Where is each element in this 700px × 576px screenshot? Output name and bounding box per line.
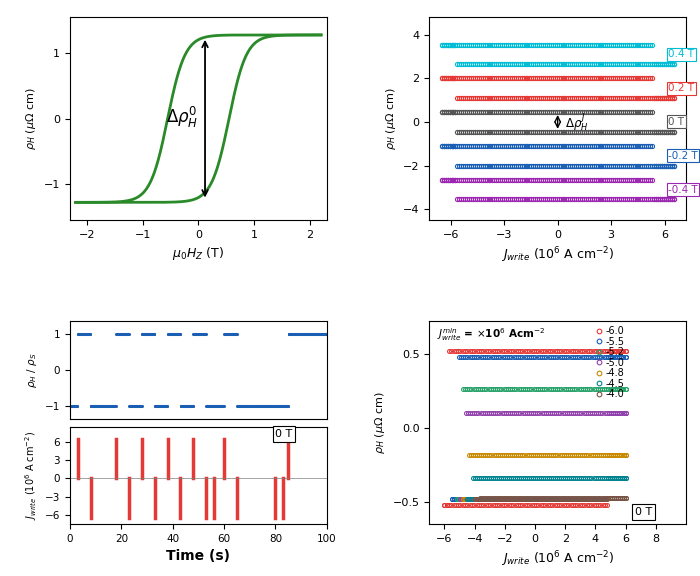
- Text: 0 T: 0 T: [635, 507, 652, 517]
- -4.8: [458, 495, 467, 502]
- Line: -6.0: -6.0: [442, 349, 628, 507]
- -5.5: [510, 354, 518, 361]
- Text: $J^{min}_{write}$ = $\times$10$^6$ Acm$^{-2}$: $J^{min}_{write}$ = $\times$10$^6$ Acm$^…: [437, 326, 545, 343]
- X-axis label: $J_{write}$ (10$^6$ A cm$^{-2}$): $J_{write}$ (10$^6$ A cm$^{-2}$): [501, 245, 615, 265]
- Text: -0.4 T: -0.4 T: [668, 184, 698, 195]
- -4.0: [524, 494, 532, 501]
- Text: $\Delta\rho_H^J$: $\Delta\rho_H^J$: [565, 112, 588, 134]
- Text: 0 T: 0 T: [668, 117, 684, 127]
- -4.0: [470, 495, 479, 502]
- Y-axis label: $\rho_H$ / $\rho_S$: $\rho_H$ / $\rho_S$: [25, 353, 39, 388]
- -5.5: [604, 354, 612, 361]
- -4.0: [604, 494, 612, 501]
- -4.8: [458, 495, 467, 502]
- -5.5: [463, 354, 472, 361]
- Text: -0.2 T: -0.2 T: [668, 151, 698, 161]
- Line: -5.0: -5.0: [458, 411, 628, 501]
- Y-axis label: $\rho_H$ ($\mu\Omega$ cm): $\rho_H$ ($\mu\Omega$ cm): [25, 88, 38, 150]
- -4.0: [531, 495, 540, 502]
- -6.0: [440, 502, 449, 509]
- Text: $\Delta\rho_H^0$: $\Delta\rho_H^0$: [166, 105, 198, 130]
- -5.0: [455, 495, 463, 502]
- -5.2: [452, 495, 461, 502]
- -4.0: [484, 494, 492, 501]
- Text: 0 T: 0 T: [275, 429, 293, 439]
- Line: -4.8: -4.8: [461, 453, 628, 501]
- -6.0: [440, 502, 449, 509]
- -5.5: [448, 495, 456, 502]
- -4.8: [524, 495, 533, 502]
- Line: -4.5: -4.5: [465, 476, 628, 501]
- -6.0: [566, 347, 575, 354]
- -4.8: [516, 451, 524, 458]
- -5.2: [602, 386, 610, 393]
- -4.5: [463, 495, 471, 502]
- Legend: -6.0, -5.5, -5.2, -5.0, -4.8, -4.5, -4.0: -6.0, -5.5, -5.2, -5.0, -4.8, -4.5, -4.0: [594, 324, 627, 401]
- -4.8: [605, 451, 613, 458]
- -4.8: [551, 495, 559, 502]
- -5.0: [455, 495, 463, 502]
- -4.5: [603, 475, 612, 482]
- -5.5: [601, 354, 610, 361]
- Y-axis label: $J_{write}$ (10$^6$ A cm$^{-2}$): $J_{write}$ (10$^6$ A cm$^{-2}$): [24, 431, 39, 520]
- Line: -5.2: -5.2: [454, 388, 628, 501]
- -5.5: [547, 495, 555, 502]
- -5.2: [549, 495, 557, 502]
- -4.8: [473, 451, 481, 458]
- -4.8: [603, 451, 611, 458]
- -4.0: [556, 495, 565, 502]
- -4.8: [572, 451, 580, 458]
- -6.0: [456, 347, 465, 354]
- -5.0: [470, 410, 478, 416]
- -5.2: [468, 386, 476, 393]
- -4.0: [604, 494, 612, 501]
- Text: 0.2 T: 0.2 T: [668, 83, 694, 93]
- -5.2: [521, 495, 529, 502]
- -5.0: [523, 495, 531, 502]
- -4.5: [463, 495, 471, 502]
- -5.2: [512, 386, 521, 393]
- -4.5: [603, 475, 612, 482]
- -4.5: [527, 495, 536, 502]
- -5.5: [518, 495, 526, 502]
- -5.0: [514, 410, 523, 416]
- X-axis label: Time (s): Time (s): [167, 550, 230, 563]
- -5.5: [568, 354, 577, 361]
- -4.5: [519, 475, 528, 482]
- -4.5: [573, 475, 582, 482]
- Y-axis label: $\rho_H$ ($\mu\Omega$ cm): $\rho_H$ ($\mu\Omega$ cm): [373, 392, 387, 454]
- -6.0: [606, 347, 614, 354]
- Line: -4.0: -4.0: [473, 495, 628, 501]
- -6.0: [505, 347, 513, 354]
- Y-axis label: $\rho_H$ ($\mu\Omega$ cm): $\rho_H$ ($\mu\Omega$ cm): [384, 88, 398, 150]
- -6.0: [514, 502, 522, 509]
- -4.5: [553, 495, 561, 502]
- -5.0: [605, 410, 613, 416]
- -4.0: [575, 494, 584, 501]
- -4.5: [477, 475, 485, 482]
- -5.0: [603, 410, 611, 416]
- Line: -5.5: -5.5: [450, 355, 628, 501]
- -5.2: [570, 386, 578, 393]
- -5.0: [550, 495, 559, 502]
- Text: 0.4 T: 0.4 T: [668, 50, 694, 59]
- -5.2: [452, 495, 461, 502]
- -6.0: [601, 347, 609, 354]
- -6.0: [543, 502, 552, 509]
- -5.5: [448, 495, 456, 502]
- -5.0: [571, 410, 580, 416]
- -5.2: [604, 386, 612, 393]
- X-axis label: $J_{write}$ (10$^6$ A cm$^{-2}$): $J_{write}$ (10$^6$ A cm$^{-2}$): [501, 550, 615, 569]
- X-axis label: $\mu_0H_Z$ (T): $\mu_0H_Z$ (T): [172, 245, 225, 262]
- -4.0: [470, 495, 479, 502]
